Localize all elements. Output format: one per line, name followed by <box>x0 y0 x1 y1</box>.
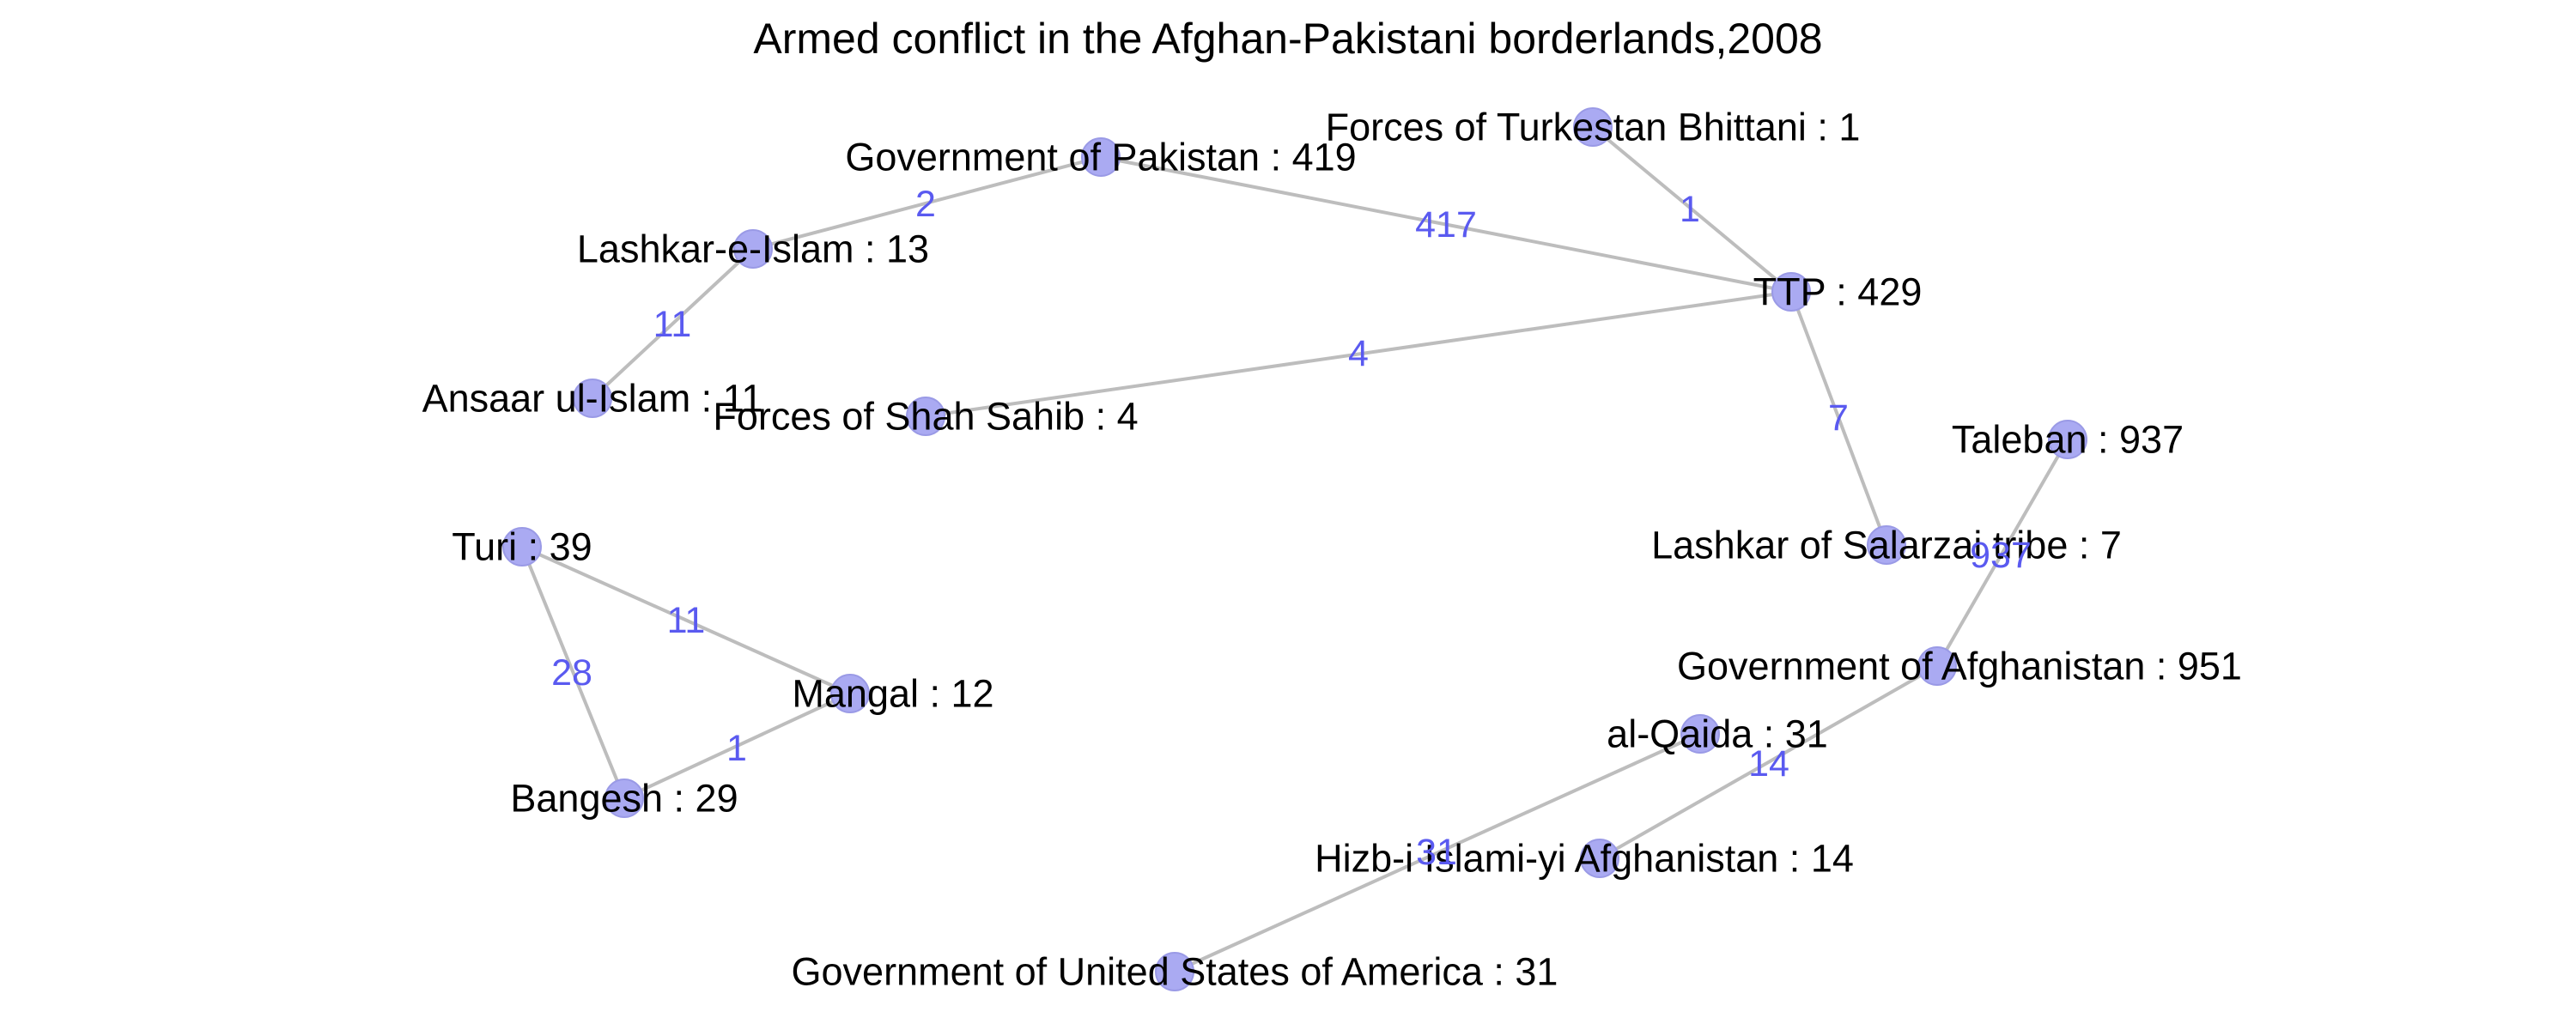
edge-goa-hia <box>1599 664 1938 860</box>
node-label-tal: Taleban : 937 <box>1952 418 2184 462</box>
node-aui <box>573 379 612 418</box>
node-ttp <box>1771 272 1811 312</box>
node-label-hia: Hizb-i Islami-yi Afghanistan : 14 <box>1315 837 1854 881</box>
node-label-turi: Turi : 39 <box>452 525 592 569</box>
node-tal <box>2048 420 2087 459</box>
node-turi <box>502 527 542 566</box>
node-bangesh <box>605 779 644 818</box>
node-label-aui: Ansaar ul-Islam : 11 <box>422 377 763 421</box>
edge-ftb-ttp <box>1591 125 1793 294</box>
edge-label-ttp-lst: 7 <box>1828 397 1849 439</box>
node-label-ttp: TTP : 429 <box>1753 270 1923 314</box>
node-lei <box>733 229 773 269</box>
node-label-fss: Forces of Shah Sahib : 4 <box>713 395 1138 439</box>
node-label-alq: al-Qaida : 31 <box>1607 712 1828 756</box>
nodes-layer <box>502 107 2087 991</box>
edges-layer <box>520 125 2069 973</box>
node-gousa <box>1155 952 1194 991</box>
edge-lei-gop <box>752 155 1102 251</box>
edge-label-gop-ttp: 417 <box>1415 204 1477 245</box>
node-ftb <box>1573 107 1613 147</box>
edge-label-goa-hia: 14 <box>1748 743 1789 785</box>
node-label-gousa: Government of United States of America :… <box>792 950 1558 994</box>
node-mangal <box>830 674 870 713</box>
node-label-goa: Government of Afghanistan : 951 <box>1677 645 2242 688</box>
edge-label-bangesh-mangal: 1 <box>726 728 747 769</box>
edge-label-lei-gop: 2 <box>915 184 936 225</box>
edge-label-turi-bangesh: 28 <box>551 652 592 694</box>
node-label-gop: Government of Pakistan : 419 <box>845 136 1356 179</box>
node-lst <box>1867 525 1906 565</box>
node-fss <box>906 397 945 436</box>
edge-bangesh-mangal <box>623 692 851 800</box>
node-gop <box>1081 137 1121 177</box>
node-label-ftb: Forces of Turkestan Bhittani : 1 <box>1326 106 1861 149</box>
node-label-mangal: Mangal : 12 <box>792 672 993 716</box>
edge-aui-lei <box>591 247 755 400</box>
edge-gop-ttp <box>1100 155 1792 294</box>
node-label-lei: Lashkar-e-Islam : 13 <box>577 227 929 271</box>
diagram-title: Armed conflict in the Afghan-Pakistani b… <box>753 15 1822 63</box>
edge-label-tal-goa: 937 <box>1970 535 2032 576</box>
edge-turi-bangesh <box>520 546 626 799</box>
edge-label-aui-lei: 11 <box>653 304 692 345</box>
edge-ttp-lst <box>1789 291 1888 546</box>
edge-fss-ttp <box>925 290 1792 418</box>
node-alq <box>1680 714 1720 754</box>
edge-label-alq-gousa: 31 <box>1416 832 1457 873</box>
node-label-lst: Lashkar of Salarzai tribe : 7 <box>1651 524 2122 567</box>
node-goa <box>1917 646 1957 686</box>
edge-tal-goa <box>1935 439 2069 667</box>
node-label-bangesh: Bangesh : 29 <box>510 777 738 821</box>
edge-label-fss-ttp: 4 <box>1348 333 1369 374</box>
edge-label-turi-mangal: 11 <box>667 600 706 641</box>
edge-alq-gousa <box>1174 732 1701 973</box>
node-hia <box>1580 839 1619 878</box>
edge-turi-mangal <box>521 545 851 695</box>
edge-label-ftb-ttp: 1 <box>1680 189 1700 230</box>
